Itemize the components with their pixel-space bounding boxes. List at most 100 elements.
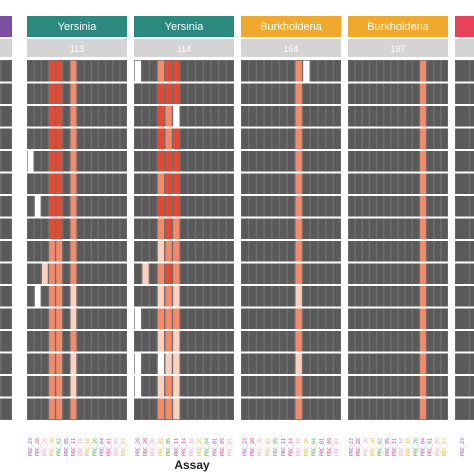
heatmap-cell: [70, 240, 77, 262]
heatmap-cell: [441, 60, 448, 82]
heatmap-cell: [134, 173, 141, 195]
heatmap-cell: [91, 285, 98, 307]
heatmap-cell: [157, 308, 165, 330]
heatmap-cell: [295, 195, 302, 217]
heatmap-cell: [63, 263, 70, 285]
heatmap-cell: [334, 105, 341, 127]
heatmap-cell: [27, 83, 34, 105]
heatmap-cell: [150, 60, 157, 82]
heatmap-cell: [134, 263, 141, 285]
heatmap-cell: [441, 263, 448, 285]
facet-organism-label-1: Yersinia: [58, 21, 98, 33]
heatmap-cell: [310, 353, 318, 375]
heatmap-cell: [211, 173, 218, 195]
heatmap-cell: [420, 285, 426, 307]
heatmap-cell: [362, 128, 369, 150]
heatmap-cell: [91, 330, 98, 352]
heatmap-cell: [49, 263, 55, 285]
heatmap-cell: [113, 195, 120, 217]
x-tick-label: PRC_20: [143, 438, 149, 456]
heatmap-cell: [1, 308, 12, 330]
heatmap-cell: [91, 375, 98, 397]
heatmap-cell: [348, 240, 355, 262]
heatmap-cell: [150, 173, 157, 195]
heatmap-cell: [355, 195, 362, 217]
row-separator: [241, 351, 341, 354]
heatmap-cell: [91, 218, 98, 240]
heatmap-cell: [334, 240, 341, 262]
heatmap-cell: [370, 240, 376, 262]
row-separator: [27, 329, 127, 331]
row-separator: [0, 261, 12, 264]
heatmap-cell: [370, 173, 376, 195]
heatmap-cell: [203, 105, 211, 127]
heatmap-cell: [227, 195, 234, 217]
row-separator: [27, 351, 127, 354]
heatmap-cell: [196, 263, 203, 285]
heatmap-cell: [384, 353, 391, 375]
heatmap-cell: [310, 263, 318, 285]
heatmap-cell: [211, 195, 218, 217]
heatmap-cell: [405, 308, 412, 330]
row-separator: [134, 374, 234, 376]
heatmap-cell: [420, 60, 426, 82]
row-separator: [0, 149, 12, 151]
heatmap-cell: [370, 60, 376, 82]
x-tick-label: PRC_11: [281, 438, 287, 456]
x-tick-label: PRC_18: [406, 438, 412, 456]
heatmap-cell: [377, 398, 384, 420]
heatmap-cell: [99, 173, 105, 195]
heatmap-cell: [455, 173, 469, 195]
heatmap-cell: [120, 195, 127, 217]
heatmap-cell: [157, 330, 165, 352]
heatmap-cell: [173, 263, 180, 285]
heatmap-cell: [441, 353, 448, 375]
heatmap-cell: [280, 375, 287, 397]
heatmap-cell: [434, 330, 441, 352]
facet-header-3: [241, 16, 341, 37]
heatmap-cell: [113, 218, 120, 240]
heatmap-cell: [77, 60, 84, 82]
heatmap-cell: [264, 218, 272, 240]
heatmap-cell: [113, 285, 120, 307]
heatmap-cell: [370, 398, 376, 420]
heatmap-cell: [391, 398, 398, 420]
heatmap-cell: [355, 263, 362, 285]
heatmap-cell: [257, 285, 264, 307]
heatmap-cell: [41, 398, 48, 420]
heatmap-cell: [348, 285, 355, 307]
heatmap-cell: [384, 240, 391, 262]
heatmap-cell: [264, 240, 272, 262]
facet-id-strip-1: [27, 39, 127, 57]
heatmap-cell: [196, 83, 203, 105]
heatmap-cell: [427, 398, 434, 420]
row-separator: [455, 396, 474, 399]
heatmap-cell: [362, 173, 369, 195]
x-tick-label: PRC_14: [78, 438, 84, 456]
heatmap-cell: [219, 128, 226, 150]
heatmap-cell: [257, 330, 264, 352]
heatmap-cell: [120, 263, 127, 285]
heatmap-cell: [91, 173, 98, 195]
heatmap-cell: [287, 285, 295, 307]
heatmap-cell: [257, 128, 264, 150]
heatmap-cell: [1, 375, 12, 397]
heatmap-cell: [49, 105, 55, 127]
heatmap-cell: [272, 375, 279, 397]
x-tick-label: PRC_01: [212, 438, 218, 456]
heatmap-cell: [427, 218, 434, 240]
heatmap-cell: [70, 330, 77, 352]
heatmap-cell: [377, 105, 384, 127]
heatmap-cell: [70, 263, 77, 285]
heatmap-cell: [56, 195, 63, 217]
heatmap-cell: [84, 285, 91, 307]
heatmap-cell: [173, 173, 180, 195]
x-tick-label: PRC_26: [413, 438, 419, 456]
heatmap-cell: [84, 308, 91, 330]
heatmap-cell: [157, 150, 165, 172]
heatmap-cell: [287, 263, 295, 285]
heatmap-cell: [49, 218, 55, 240]
x-tick-label: PRC_30: [371, 438, 377, 456]
heatmap-cell: [257, 398, 264, 420]
heatmap-cell: [310, 375, 318, 397]
